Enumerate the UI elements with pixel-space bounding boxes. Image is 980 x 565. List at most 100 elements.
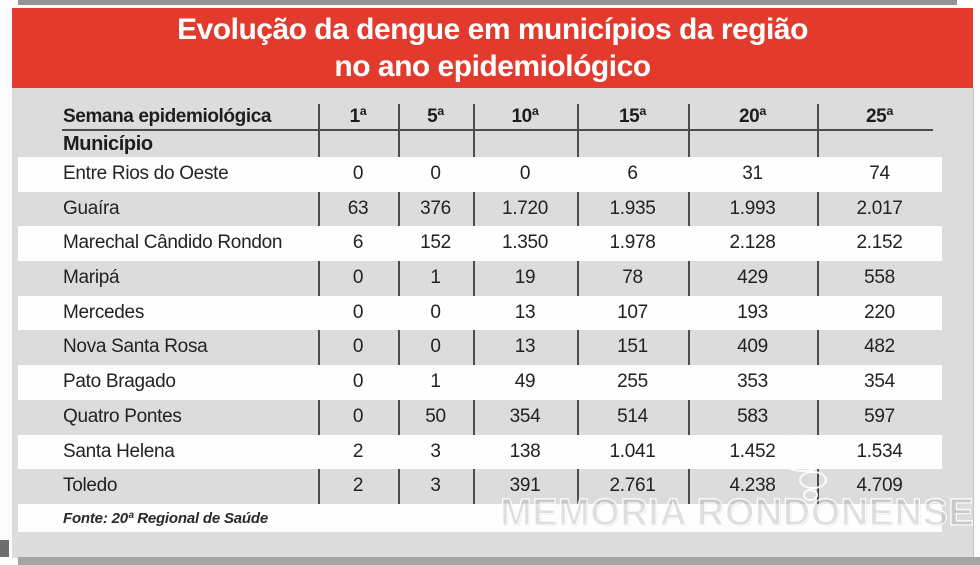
table-row: Entre Rios do Oeste 0 0 0 6 31 74 <box>18 157 942 192</box>
table-row: Quatro Pontes 0 50 354 514 583 597 <box>18 400 942 435</box>
value-cell: 13 <box>514 336 536 358</box>
value-cell: 19 <box>514 267 536 289</box>
value-cell: 2.017 <box>856 197 903 219</box>
value-cell: 0 <box>352 336 364 358</box>
value-cell: 6 <box>627 163 638 184</box>
value-cell: 2.152 <box>856 232 903 254</box>
value-cell: 2 <box>352 475 364 497</box>
value-cell: 63 <box>347 197 369 219</box>
value-cell: 4.709 <box>856 475 903 497</box>
value-cell: 4.238 <box>729 475 776 497</box>
table-row: Mercedes 0 0 13 107 193 220 <box>18 295 942 331</box>
municipality-cell: Pato Bragado <box>63 371 176 393</box>
week-column-header: 1ª <box>349 106 367 127</box>
value-cell: 2.128 <box>729 232 776 254</box>
table-body: Entre Rios do Oeste 0 0 0 6 31 74 Guaíra 63 376 1.… <box>18 157 942 504</box>
value-cell: 353 <box>737 371 768 393</box>
value-cell: 0 <box>519 163 531 184</box>
table-row: Guaíra 63 376 1.720 1.935 1.993 2.017 <box>18 192 942 227</box>
municipality-cell: Entre Rios do Oeste <box>63 163 229 184</box>
value-cell: 50 <box>425 405 446 427</box>
value-cell: 1.935 <box>609 197 656 219</box>
value-cell: 31 <box>742 163 763 184</box>
table-row: Santa Helena 2 3 138 1.041 1.452 1.534 <box>18 434 942 470</box>
source-row: Fonte: 20ª Regional de Saúde <box>18 504 942 532</box>
value-cell: 354 <box>509 405 541 427</box>
municipality-cell: Marechal Cândido Rondon <box>63 232 283 254</box>
value-cell: 107 <box>617 301 648 323</box>
value-cell: 255 <box>617 371 648 393</box>
value-cell: 0 <box>352 301 364 323</box>
top-border-strip <box>18 0 957 5</box>
value-cell: 391 <box>509 475 541 497</box>
value-cell: 597 <box>864 405 895 427</box>
municipality-cell: Toledo <box>63 475 118 497</box>
value-cell: 0 <box>352 267 364 289</box>
value-cell: 0 <box>430 336 441 358</box>
value-cell: 2.761 <box>609 475 656 497</box>
table-row: Toledo 2 3 391 2.761 4.238 4.709 <box>18 469 942 504</box>
value-cell: 1.993 <box>729 197 776 219</box>
bottom-left-mark <box>0 540 9 557</box>
table-row: Nova Santa Rosa 0 0 13 151 409 482 <box>18 330 942 365</box>
value-cell: 193 <box>737 301 768 323</box>
value-cell: 354 <box>864 371 895 393</box>
value-cell: 1.041 <box>609 440 656 462</box>
value-cell: 0 <box>352 163 364 184</box>
week-column-header: 10ª <box>511 106 539 127</box>
week-column-header: 20ª <box>739 106 766 127</box>
title-line-2: no ano epidemiológico <box>334 50 651 83</box>
value-cell: 429 <box>737 267 768 289</box>
value-cell: 138 <box>509 440 541 462</box>
value-cell: 1 <box>430 267 441 289</box>
value-cell: 220 <box>864 301 895 323</box>
municipality-cell: Nova Santa Rosa <box>63 336 208 358</box>
bottom-border-strip <box>18 557 980 565</box>
value-cell: 1 <box>430 371 441 393</box>
table-header-row: Semana epidemiológica 1ª 5ª 10ª 15ª 20ª 25ª <box>18 104 942 130</box>
value-cell: 3 <box>430 440 441 462</box>
header-label: Semana epidemiológica <box>63 106 272 127</box>
source-label: Fonte: 20ª Regional de Saúde <box>63 509 268 527</box>
value-cell: 1.978 <box>609 232 656 254</box>
value-cell: 409 <box>737 336 768 358</box>
value-cell: 583 <box>737 405 768 427</box>
table-panel: Semana epidemiológica 1ª 5ª 10ª 15ª 20ª 25ª M… <box>12 88 974 558</box>
table-row: Pato Bragado 0 1 49 255 353 354 <box>18 365 942 400</box>
value-cell: 1.720 <box>501 197 549 219</box>
value-cell: 151 <box>617 336 648 358</box>
value-cell: 558 <box>864 267 895 289</box>
value-cell: 376 <box>420 197 451 219</box>
value-cell: 1.452 <box>729 440 776 462</box>
value-cell: 1.350 <box>501 232 549 254</box>
value-cell: 74 <box>869 163 890 184</box>
value-cell: 0 <box>430 301 441 323</box>
week-column-header: 25ª <box>866 106 893 127</box>
table-subheader-row: Município <box>18 131 942 157</box>
municipality-cell: Quatro Pontes <box>63 405 182 427</box>
value-cell: 2 <box>352 440 364 462</box>
title-banner: Evolução da dengue em municípios da regi… <box>12 8 973 88</box>
value-cell: 3 <box>430 475 441 497</box>
value-cell: 152 <box>420 232 451 254</box>
subheader-label: Município <box>63 132 153 155</box>
value-cell: 0 <box>430 163 441 184</box>
value-cell: 78 <box>622 267 643 289</box>
header-divider-line <box>62 129 933 131</box>
week-column-header: 5ª <box>427 106 444 127</box>
table-row: Maripá 0 1 19 78 429 558 <box>18 261 942 296</box>
week-column-header: 15ª <box>619 106 646 127</box>
value-cell: 1.534 <box>856 440 903 462</box>
municipality-cell: Guaíra <box>63 197 120 219</box>
table-row: Marechal Cândido Rondon 6 152 1.350 1.978 2.1… <box>18 226 942 262</box>
value-cell: 13 <box>514 301 536 323</box>
value-cell: 514 <box>617 405 648 427</box>
value-cell: 6 <box>352 232 364 254</box>
value-cell: 49 <box>514 371 536 393</box>
title-line-1: Evolução da dengue em municípios da regi… <box>177 13 808 46</box>
municipality-cell: Santa Helena <box>63 440 175 462</box>
municipality-cell: Maripá <box>63 267 120 289</box>
value-cell: 482 <box>864 336 895 358</box>
municipality-cell: Mercedes <box>63 301 145 323</box>
value-cell: 0 <box>352 405 364 427</box>
